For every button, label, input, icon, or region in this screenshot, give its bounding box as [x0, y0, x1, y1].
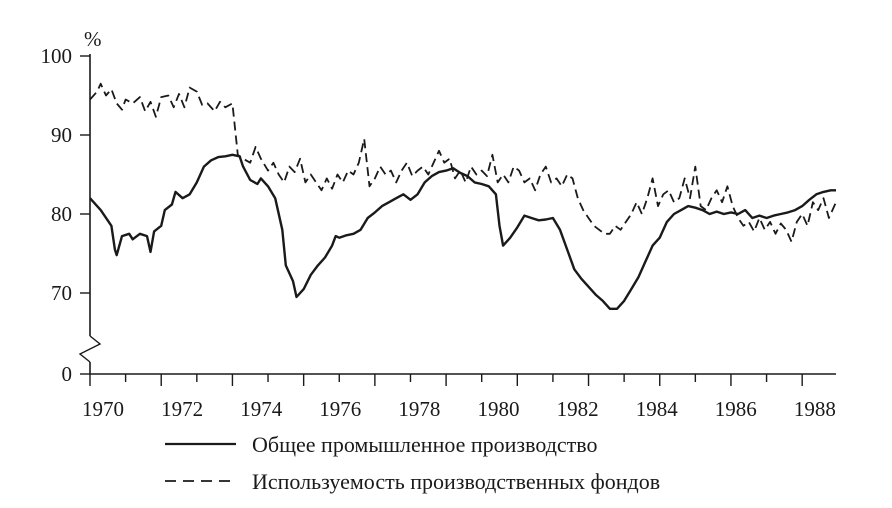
x-tick-label-1978: 1978: [398, 397, 440, 421]
y-tick-label-70: 70: [51, 281, 72, 305]
y-axis-break-mark: [78, 335, 102, 363]
x-tick-label-1984: 1984: [636, 397, 679, 421]
y-tick-label-0: 0: [62, 362, 73, 386]
legend-label-production: Общее промышленное производство: [252, 432, 598, 457]
y-unit-label: %: [84, 27, 102, 51]
x-tick-label-1982: 1982: [557, 397, 599, 421]
x-tick-label-1988: 1988: [794, 397, 836, 421]
series-line-production: [89, 153, 836, 310]
x-tick-label-1980: 1980: [478, 397, 520, 421]
x-tick-label-1970: 1970: [82, 397, 124, 421]
x-tick-label-1986: 1986: [715, 397, 757, 421]
series-group: [89, 82, 837, 310]
y-tick-label-80: 80: [51, 202, 72, 226]
y-tick-label-100: 100: [41, 44, 73, 68]
legend-label-capacity: Используемость производственных фондов: [252, 469, 660, 494]
x-tick-label-1974: 1974: [240, 397, 283, 421]
y-tick-label-90: 90: [51, 123, 72, 147]
legend: Общее промышленное производство Использу…: [165, 432, 660, 494]
x-tick-label-1972: 1972: [161, 397, 203, 421]
x-ticks: 1970 1972 1974 1976 1978 1980 1982 1984 1986 1988: [82, 374, 836, 421]
y-ticks: 70 80 90 100: [41, 44, 90, 305]
series-line-capacity: [89, 82, 837, 243]
x-tick-label-1976: 1976: [319, 397, 361, 421]
